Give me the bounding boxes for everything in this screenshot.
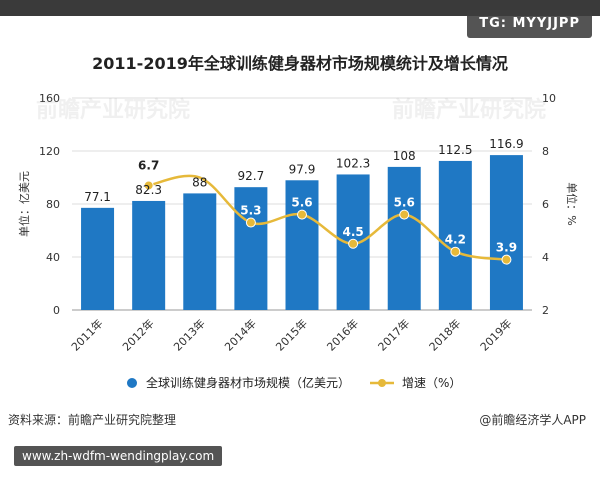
- bar-7: [387, 166, 421, 310]
- x-tick-label: 2011年: [68, 316, 105, 353]
- y2-tick-label: 4: [542, 251, 549, 264]
- growth-value-label: 6.7: [138, 158, 159, 172]
- y2-tick-label: 8: [542, 145, 549, 158]
- y2-axis-label: 单位：%: [565, 182, 579, 225]
- growth-point-2: [143, 180, 154, 191]
- bar-value-label: 112.5: [438, 143, 472, 157]
- bar-8: [438, 160, 472, 310]
- growth-line: [148, 174, 507, 261]
- y2-tick-label: 6: [542, 198, 549, 211]
- bar-value-label: 102.3: [336, 156, 370, 170]
- growth-point-4: [245, 217, 256, 228]
- x-tick-label: 2012年: [119, 316, 156, 353]
- bar-value-label: 108: [393, 149, 416, 163]
- growth-point-7: [399, 209, 410, 220]
- y2-tick-label: 10: [542, 92, 556, 105]
- growth-point-5: [297, 209, 307, 220]
- bar-value-label: 116.9: [489, 137, 523, 151]
- y-axis-label: 单位：亿美元: [17, 171, 31, 237]
- growth-value-label: 5.6: [394, 196, 415, 210]
- growth-value-label: 4.2: [445, 233, 466, 247]
- y-tick-label: 160: [39, 92, 60, 105]
- growth-value-label: 4.5: [342, 225, 363, 239]
- bar-5: [285, 180, 319, 310]
- legend-bar-label: 全球训练健身器材市场规模（亿美元）: [146, 375, 350, 390]
- brand-handle: @前瞻经济学人APP: [479, 413, 586, 427]
- bar-value-label: 92.7: [238, 169, 265, 183]
- growth-value-label: 3.9: [496, 241, 517, 255]
- bar-value-label: 82.3: [135, 183, 162, 197]
- bar-value-label: 77.1: [84, 190, 111, 204]
- x-tick-label: 2013年: [170, 316, 207, 353]
- growth-value-label: 5.6: [291, 196, 312, 210]
- bar-9: [489, 155, 523, 310]
- watermark-left: 前瞻产业研究院: [36, 92, 190, 124]
- y-tick-label: 0: [53, 304, 60, 317]
- top-bar: [0, 0, 600, 16]
- x-tick-label: 2016年: [324, 316, 361, 353]
- growth-point-8: [450, 246, 461, 257]
- watermark-tag: TG: MYYJJPP: [467, 10, 592, 38]
- growth-point-6: [348, 238, 359, 249]
- bar-1: [81, 207, 115, 310]
- legend-line-marker: [378, 379, 386, 387]
- watermark-text: 前瞻产业研究院: [36, 98, 191, 123]
- x-tick-label: 2019年: [477, 316, 514, 353]
- url-watermark: www.zh-wdfm-wendingplay.com: [14, 446, 223, 466]
- y-tick-label: 120: [39, 145, 60, 158]
- watermark-right: 前瞻产业研究院: [392, 92, 546, 124]
- y-tick-label: 80: [46, 198, 60, 211]
- legend-line-label: 增速（%）: [402, 376, 461, 390]
- x-tick-label: 2018年: [426, 316, 463, 353]
- growth-value-label: 5.3: [240, 204, 261, 218]
- bar-4: [234, 187, 268, 310]
- x-tick-label: 2017年: [375, 316, 412, 353]
- legend-bar-swatch: [127, 378, 137, 388]
- chart-title: 2011-2019年全球训练健身器材市场规模统计及增长情况: [92, 54, 508, 73]
- bar-2: [132, 200, 166, 310]
- x-tick-label: 2014年: [222, 316, 259, 353]
- bar-value-label: 97.9: [289, 162, 316, 176]
- y2-tick-label: 2: [542, 304, 549, 317]
- chart-svg: 0 40 80 120 160 2 4 6 8 10 单位：亿美元 单位：% 77.1 82.3 88 92.…: [17, 92, 579, 390]
- watermark-text-2: 前瞻产业研究院: [392, 98, 547, 123]
- y-tick-label: 40: [46, 251, 60, 264]
- x-tick-label: 2015年: [273, 316, 310, 353]
- growth-point-9: [501, 254, 512, 265]
- bar-3: [183, 193, 217, 310]
- bar-value-label: 88: [192, 175, 207, 189]
- source-note: 资料来源：前瞻产业研究院整理: [8, 413, 177, 427]
